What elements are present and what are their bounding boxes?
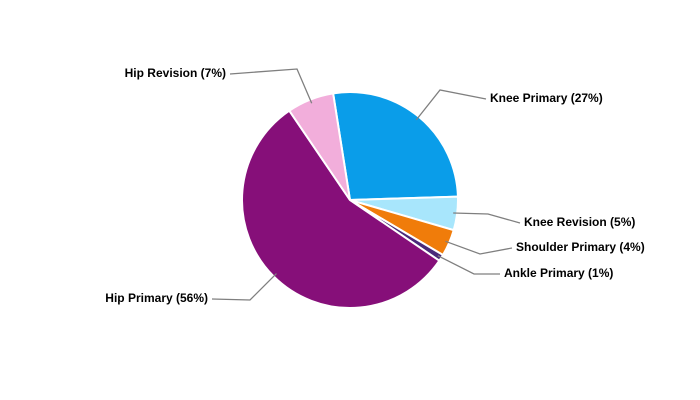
slice-label: Knee Revision (5%) [524,215,635,229]
pie-slice [331,91,459,202]
leader-line [453,212,521,224]
leader-line [445,240,513,255]
leader-line [211,273,277,301]
slice-label: Shoulder Primary (4%) [516,240,645,254]
leader-line [415,89,487,121]
slice-label: Hip Primary (56%) [105,291,208,305]
slice-label: Ankle Primary (1%) [504,266,613,280]
slice-label: Hip Revision (7%) [125,66,226,80]
leader-line [229,68,313,104]
leader-line [437,255,500,275]
slice-label: Knee Primary (27%) [490,91,603,105]
